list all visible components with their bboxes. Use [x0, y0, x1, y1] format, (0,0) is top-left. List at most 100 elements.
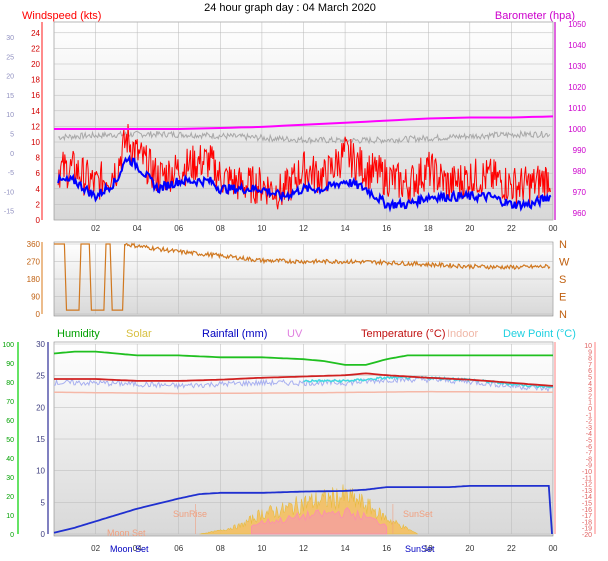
temp-right-tick: -18	[582, 519, 592, 526]
annotation-sunrise: SunRise	[173, 509, 207, 519]
temp-right-tick: -14	[582, 494, 592, 501]
baro-y-tick: 1040	[568, 41, 586, 50]
temp-right-tick: 10	[584, 343, 592, 350]
temp-right-tick: 6	[588, 368, 592, 375]
temp-x-tick: 14	[341, 544, 350, 553]
wind-y-tick: 14	[31, 107, 40, 116]
wind-x-tick: 06	[174, 224, 183, 233]
humidity-y-tick: 10	[6, 513, 14, 520]
chart-title: 24 hour graph day : 04 March 2020	[204, 2, 376, 14]
temp-x-tick: 04	[133, 544, 142, 553]
baro-y-tick: 1030	[568, 62, 586, 71]
temp-right-tick: 7	[588, 362, 592, 369]
direction-compass-tick: S	[559, 274, 566, 286]
baro-y-tick: 990	[573, 146, 587, 155]
wind-y-tick: 4	[36, 185, 41, 194]
legend-rainfall: Rainfall (mm)	[202, 328, 267, 340]
humidity-y-tick: 20	[6, 494, 14, 501]
baro-y-tick: 970	[573, 188, 587, 197]
direction-y-tick: 0	[36, 310, 41, 319]
baro-y-tick: 1020	[568, 83, 586, 92]
temp-right-tick: 8	[588, 356, 592, 363]
wind-x-tick: 20	[465, 224, 474, 233]
wind-x-tick: 18	[424, 224, 433, 233]
wind-x-tick: 16	[382, 224, 391, 233]
wind-outer-tick: 20	[6, 74, 14, 81]
temp-right-tick: 2	[588, 393, 592, 400]
wind-x-tick: 04	[133, 224, 142, 233]
temp-x-tick: 02	[91, 544, 100, 553]
baro-y-tick: 1000	[568, 125, 586, 134]
baro-y-tick: 1050	[568, 20, 586, 29]
annotation-sunset-axis: SunSet	[405, 544, 435, 554]
barometer-axis-title: Barometer (hpa)	[495, 10, 575, 22]
wind-x-tick: 22	[507, 224, 516, 233]
wind-y-tick: 22	[31, 44, 40, 53]
direction-compass-tick: N	[559, 309, 567, 321]
temp-right-tick: 3	[588, 387, 592, 394]
series-dewpoint	[303, 375, 554, 389]
temp-x-tick: 06	[174, 544, 183, 553]
series-humidity	[53, 350, 553, 366]
humidity-y-tick: 90	[6, 361, 14, 368]
temp-right-tick: -10	[582, 469, 592, 476]
temp-x-tick: 18	[424, 544, 433, 553]
wind-outer-tick: 5	[10, 132, 14, 139]
temp-right-tick: -12	[582, 482, 592, 489]
temp-right-tick: -19	[582, 526, 592, 533]
wind-x-tick: 10	[257, 224, 266, 233]
temp-right-tick: 9	[588, 349, 592, 356]
baro-y-tick: 1010	[568, 104, 586, 113]
temp-right-tick: -5	[586, 438, 592, 445]
legend-dewpoint: Dew Point (°C)	[503, 328, 576, 340]
series-average-wind	[57, 154, 552, 213]
humidity-y-tick: 40	[6, 456, 14, 463]
rain-y-tick: 20	[36, 403, 45, 412]
wind-outer-tick: 25	[6, 54, 14, 61]
direction-compass-tick: W	[559, 257, 570, 269]
humidity-y-tick: 50	[6, 437, 14, 444]
humidity-y-tick: 80	[6, 380, 14, 387]
temp-x-tick: 20	[465, 544, 474, 553]
wind-y-tick: 0	[36, 216, 41, 225]
temp-x-tick: 22	[507, 544, 516, 553]
wind-y-tick: 16	[31, 91, 40, 100]
temp-x-tick: 10	[257, 544, 266, 553]
wind-x-tick: 02	[91, 224, 100, 233]
temp-right-tick: -2	[586, 419, 592, 426]
direction-y-tick: 360	[27, 240, 41, 249]
wind-x-tick: 08	[216, 224, 225, 233]
wind-x-tick: 14	[341, 224, 350, 233]
wind-outer-tick: -10	[4, 189, 14, 196]
wind-y-tick: 2	[36, 200, 41, 209]
direction-compass-tick: N	[559, 239, 567, 251]
wind-outer-tick: -5	[8, 170, 14, 177]
baro-y-tick: 960	[573, 209, 587, 218]
temp-right-tick: -15	[582, 501, 592, 508]
humidity-y-tick: 30	[6, 475, 14, 482]
temp-right-tick: 5	[588, 375, 592, 382]
temp-right-tick: -16	[582, 507, 592, 514]
temp-right-tick: -7	[586, 450, 592, 457]
series-gust-line	[57, 129, 551, 145]
wind-x-tick: 00	[549, 224, 558, 233]
rain-y-tick: 5	[41, 498, 46, 507]
series-indoor	[54, 390, 554, 395]
windspeed-axis-title: Windspeed (kts)	[22, 10, 101, 22]
direction-y-tick: 90	[31, 293, 40, 302]
wind-x-tick: 12	[299, 224, 308, 233]
wind-outer-tick: 0	[10, 151, 14, 158]
temp-right-tick: -3	[586, 425, 592, 432]
direction-compass-tick: E	[559, 292, 566, 304]
wind-y-tick: 10	[31, 138, 40, 147]
wind-outer-tick: -15	[4, 209, 14, 216]
rain-y-tick: 0	[41, 530, 46, 539]
series-barometer	[54, 115, 554, 130]
temp-right-tick: 1	[588, 400, 592, 407]
humidity-y-tick: 60	[6, 418, 14, 425]
wind-y-tick: 12	[31, 122, 40, 131]
series-wind-direction	[54, 242, 551, 311]
temp-right-tick: -6	[586, 444, 592, 451]
legend-indoor: Indoor	[447, 328, 479, 340]
